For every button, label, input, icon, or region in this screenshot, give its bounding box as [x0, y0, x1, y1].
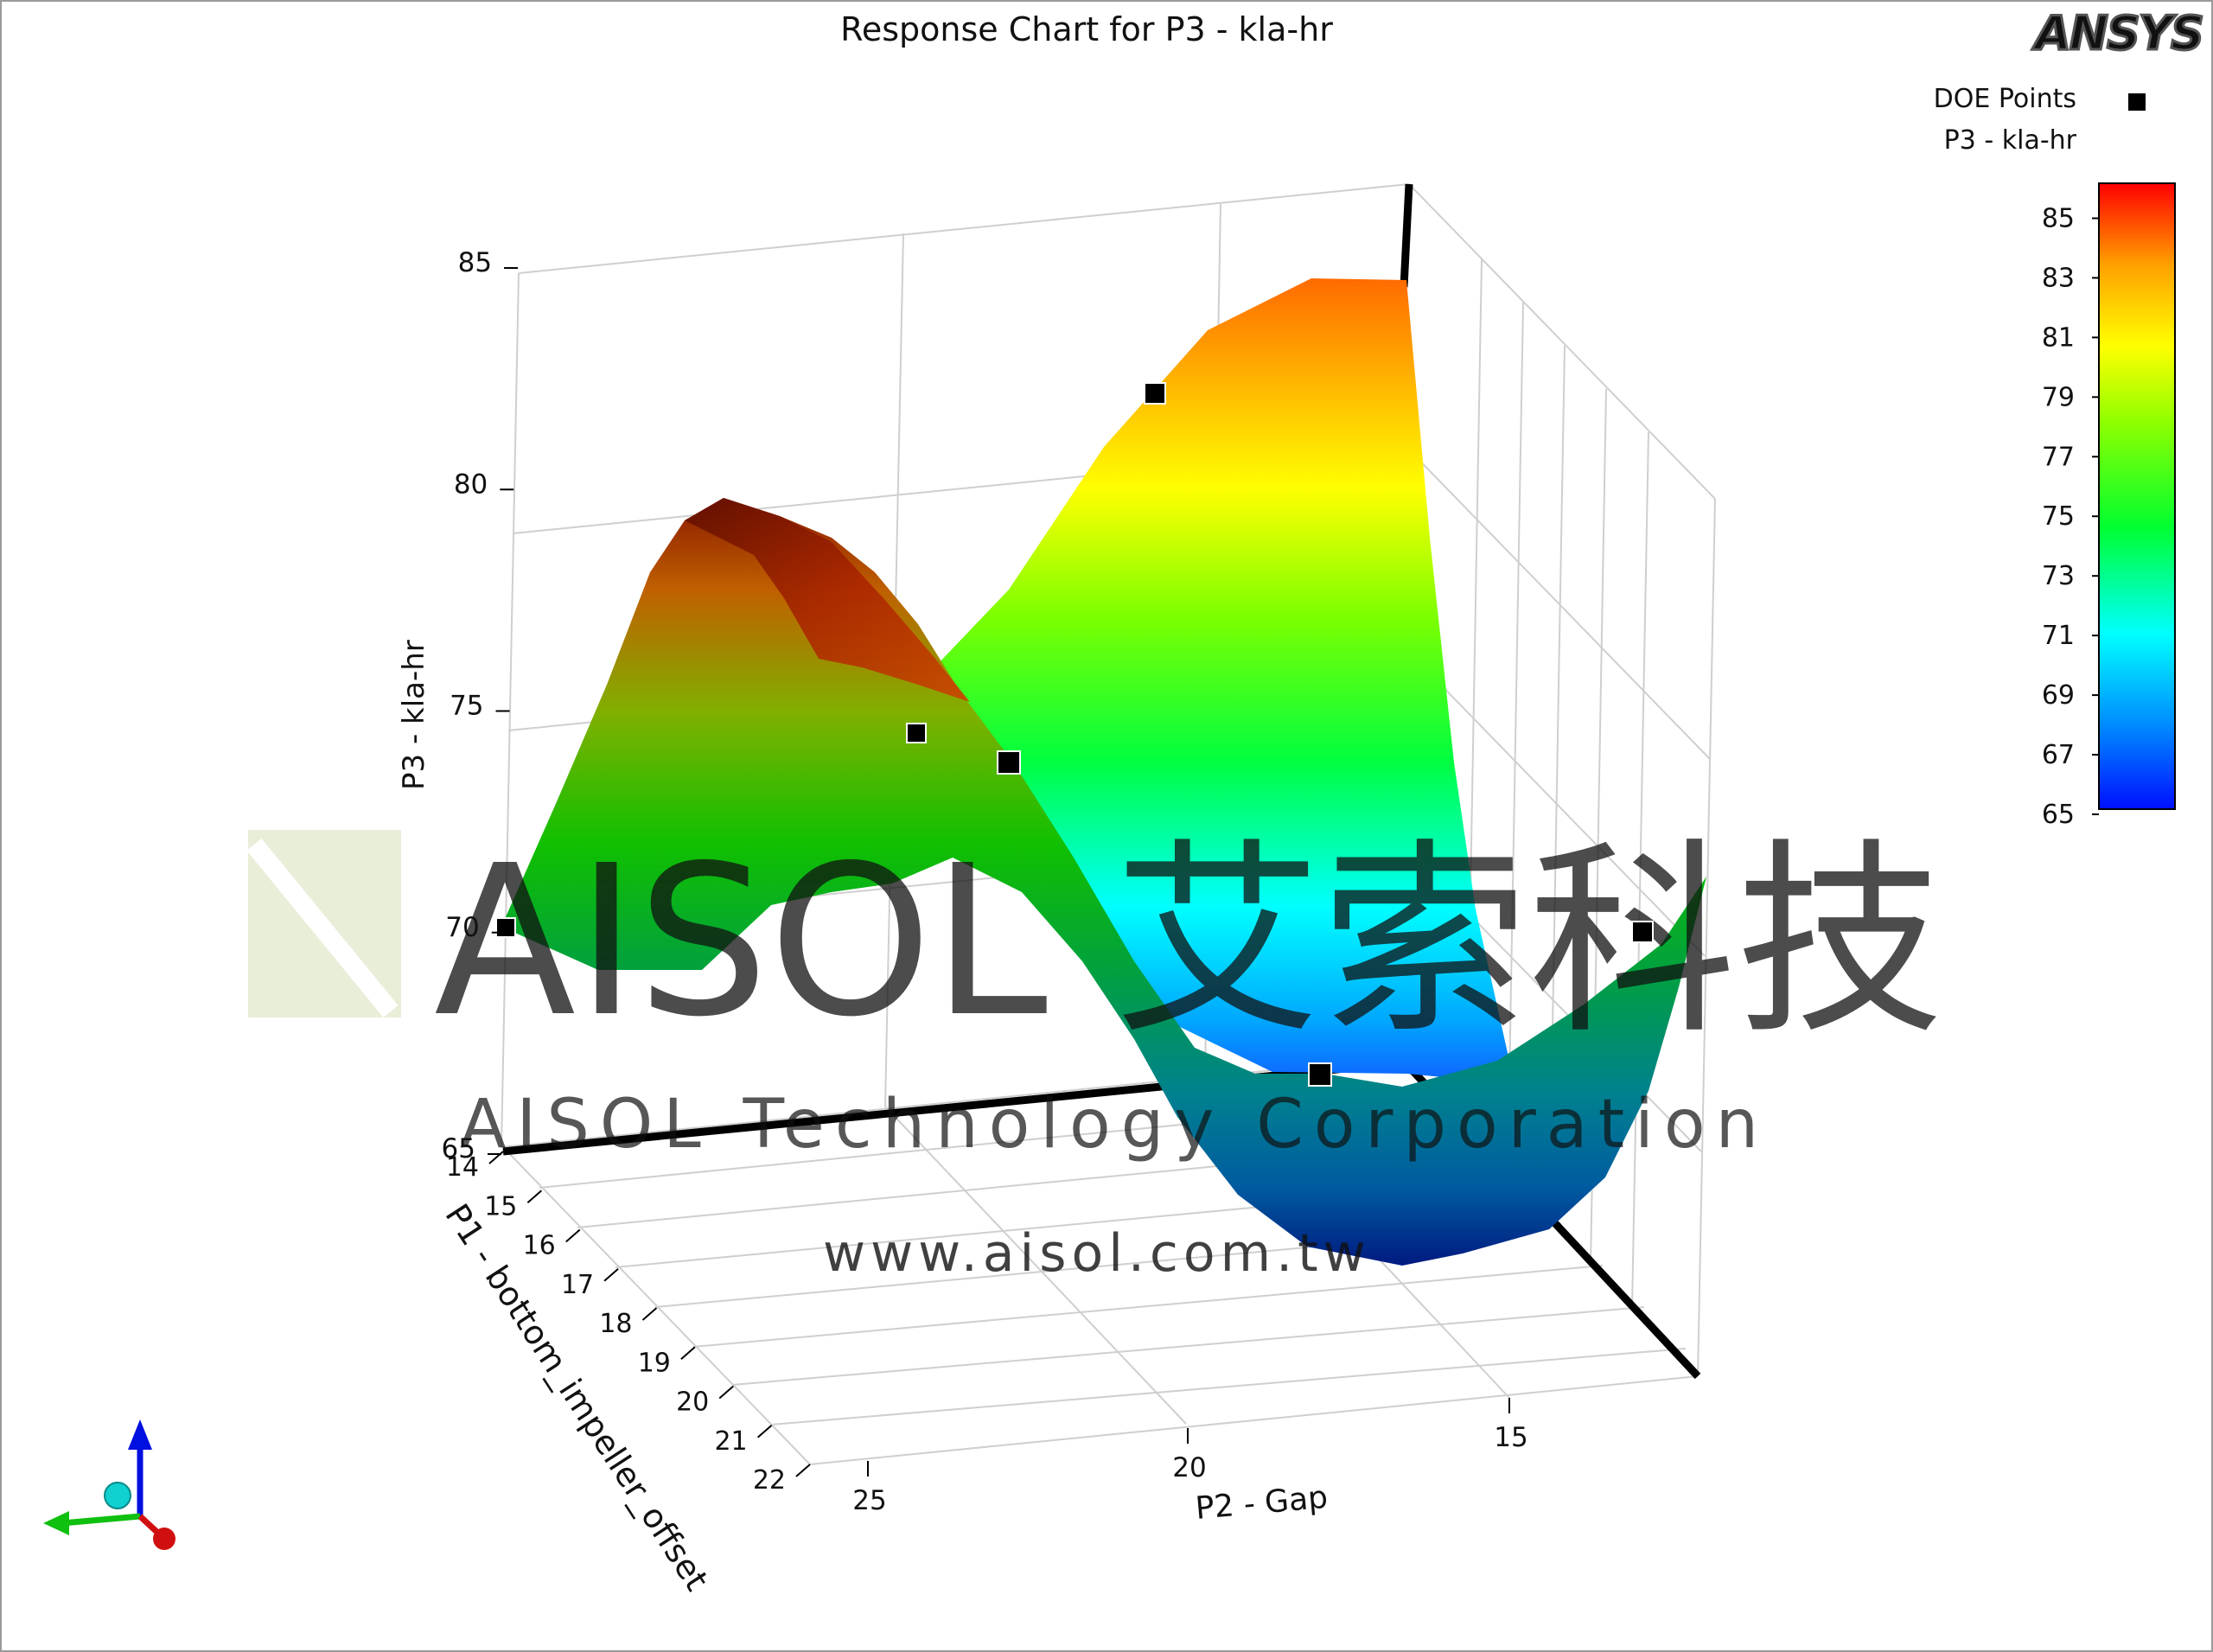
- doe-point[interactable]: [1308, 1062, 1332, 1087]
- z-tick-label: 70: [445, 912, 479, 943]
- y-axis-label: P1 - bottom_impeller_offset: [437, 1197, 716, 1598]
- y-tick-label: 14: [446, 1152, 479, 1183]
- y-tick-mark: [603, 1267, 619, 1282]
- x-tick-label: 25: [852, 1485, 886, 1516]
- x-axis-ticks: 25 20 15: [852, 1398, 1528, 1516]
- orientation-triad[interactable]: [43, 1419, 175, 1550]
- y-tick-mark: [641, 1307, 658, 1321]
- x-tick-label: 20: [1172, 1452, 1206, 1483]
- z-tick-label: 65: [442, 1133, 475, 1164]
- colorbar: [2098, 182, 2176, 810]
- colorbar-tick-label: 67: [2042, 740, 2075, 770]
- colorbar-tick-label: 77: [2042, 442, 2075, 472]
- colorbar-ticks: 85 83 81 79 77 75 73 71 69 67 65: [2042, 203, 2099, 830]
- y-tick-label: 17: [561, 1270, 594, 1300]
- y-tick-mark: [680, 1346, 696, 1361]
- watermark-sub: AISOL Technology Corporation: [460, 1086, 1769, 1164]
- colorbar-tick-label: 69: [2042, 680, 2075, 711]
- y-tick-mark: [488, 1151, 504, 1164]
- z-tick-label: 80: [454, 469, 488, 500]
- colorbar-tick-label: 85: [2042, 203, 2075, 233]
- z-tick-label: 85: [458, 247, 492, 278]
- colorbar-tick-label: 65: [2042, 800, 2075, 830]
- doe-point[interactable]: [997, 750, 1021, 775]
- colorbar-tick-label: 75: [2042, 501, 2075, 532]
- z-tick-label: 75: [450, 691, 483, 722]
- watermark-url: www.aisol.com.tw: [823, 1223, 1371, 1284]
- y-tick-mark: [565, 1228, 581, 1243]
- y-tick-label: 21: [714, 1426, 747, 1457]
- ansys-logo: ANSYS: [2031, 5, 2206, 62]
- colorbar-title: P3 - kla-hr: [1944, 125, 2077, 156]
- doe-point[interactable]: [495, 917, 516, 938]
- y-tick-mark: [795, 1464, 811, 1477]
- legend-doe-label: DOE Points: [1934, 84, 2076, 114]
- doe-point[interactable]: [1144, 382, 1166, 405]
- y-tick-mark: [718, 1385, 734, 1400]
- y-tick-label: 22: [753, 1465, 786, 1496]
- colorbar-tick-label: 79: [2042, 382, 2075, 412]
- ansys-logo-text: ANSYS: [2031, 6, 2203, 61]
- doe-point[interactable]: [1631, 921, 1654, 943]
- z-axis-ticks: 85 80 75 70 65: [442, 247, 519, 1164]
- watermark: AISOL 艾索科技 AISOL Technology Corporation …: [246, 820, 1943, 1284]
- y-tick-mark: [756, 1424, 773, 1438]
- y-tick-label: 15: [484, 1191, 517, 1221]
- surface-front: [501, 498, 1706, 1266]
- y-tick-label: 20: [676, 1387, 709, 1418]
- colorbar-tick-label: 81: [2042, 322, 2075, 353]
- z-axis-label: P3 - kla-hr: [397, 640, 431, 790]
- x-axis-label: P2 - Gap: [1194, 1480, 1329, 1527]
- doe-points: [495, 382, 1654, 1087]
- y-tick-label: 19: [638, 1348, 671, 1378]
- x-tick-label: 15: [1494, 1422, 1527, 1453]
- colorbar-tick-label: 83: [2042, 263, 2075, 293]
- colorbar-tick-label: 71: [2042, 621, 2075, 651]
- y-tick-label: 18: [599, 1309, 632, 1339]
- legend: DOE Points P3 - kla-hr 85 83 81 79 77 75 73 71 6…: [1934, 84, 2176, 830]
- colorbar-tick-label: 73: [2042, 561, 2075, 591]
- y-tick-label: 16: [523, 1231, 556, 1261]
- y-tick-mark: [526, 1190, 543, 1204]
- legend-doe-marker: [2128, 93, 2146, 111]
- chart-title: Response Chart for P3 - kla-hr: [840, 10, 1333, 48]
- watermark-main: AISOL 艾索科技: [434, 820, 1943, 1062]
- doe-point[interactable]: [906, 723, 927, 743]
- surface-ridge: [685, 498, 970, 702]
